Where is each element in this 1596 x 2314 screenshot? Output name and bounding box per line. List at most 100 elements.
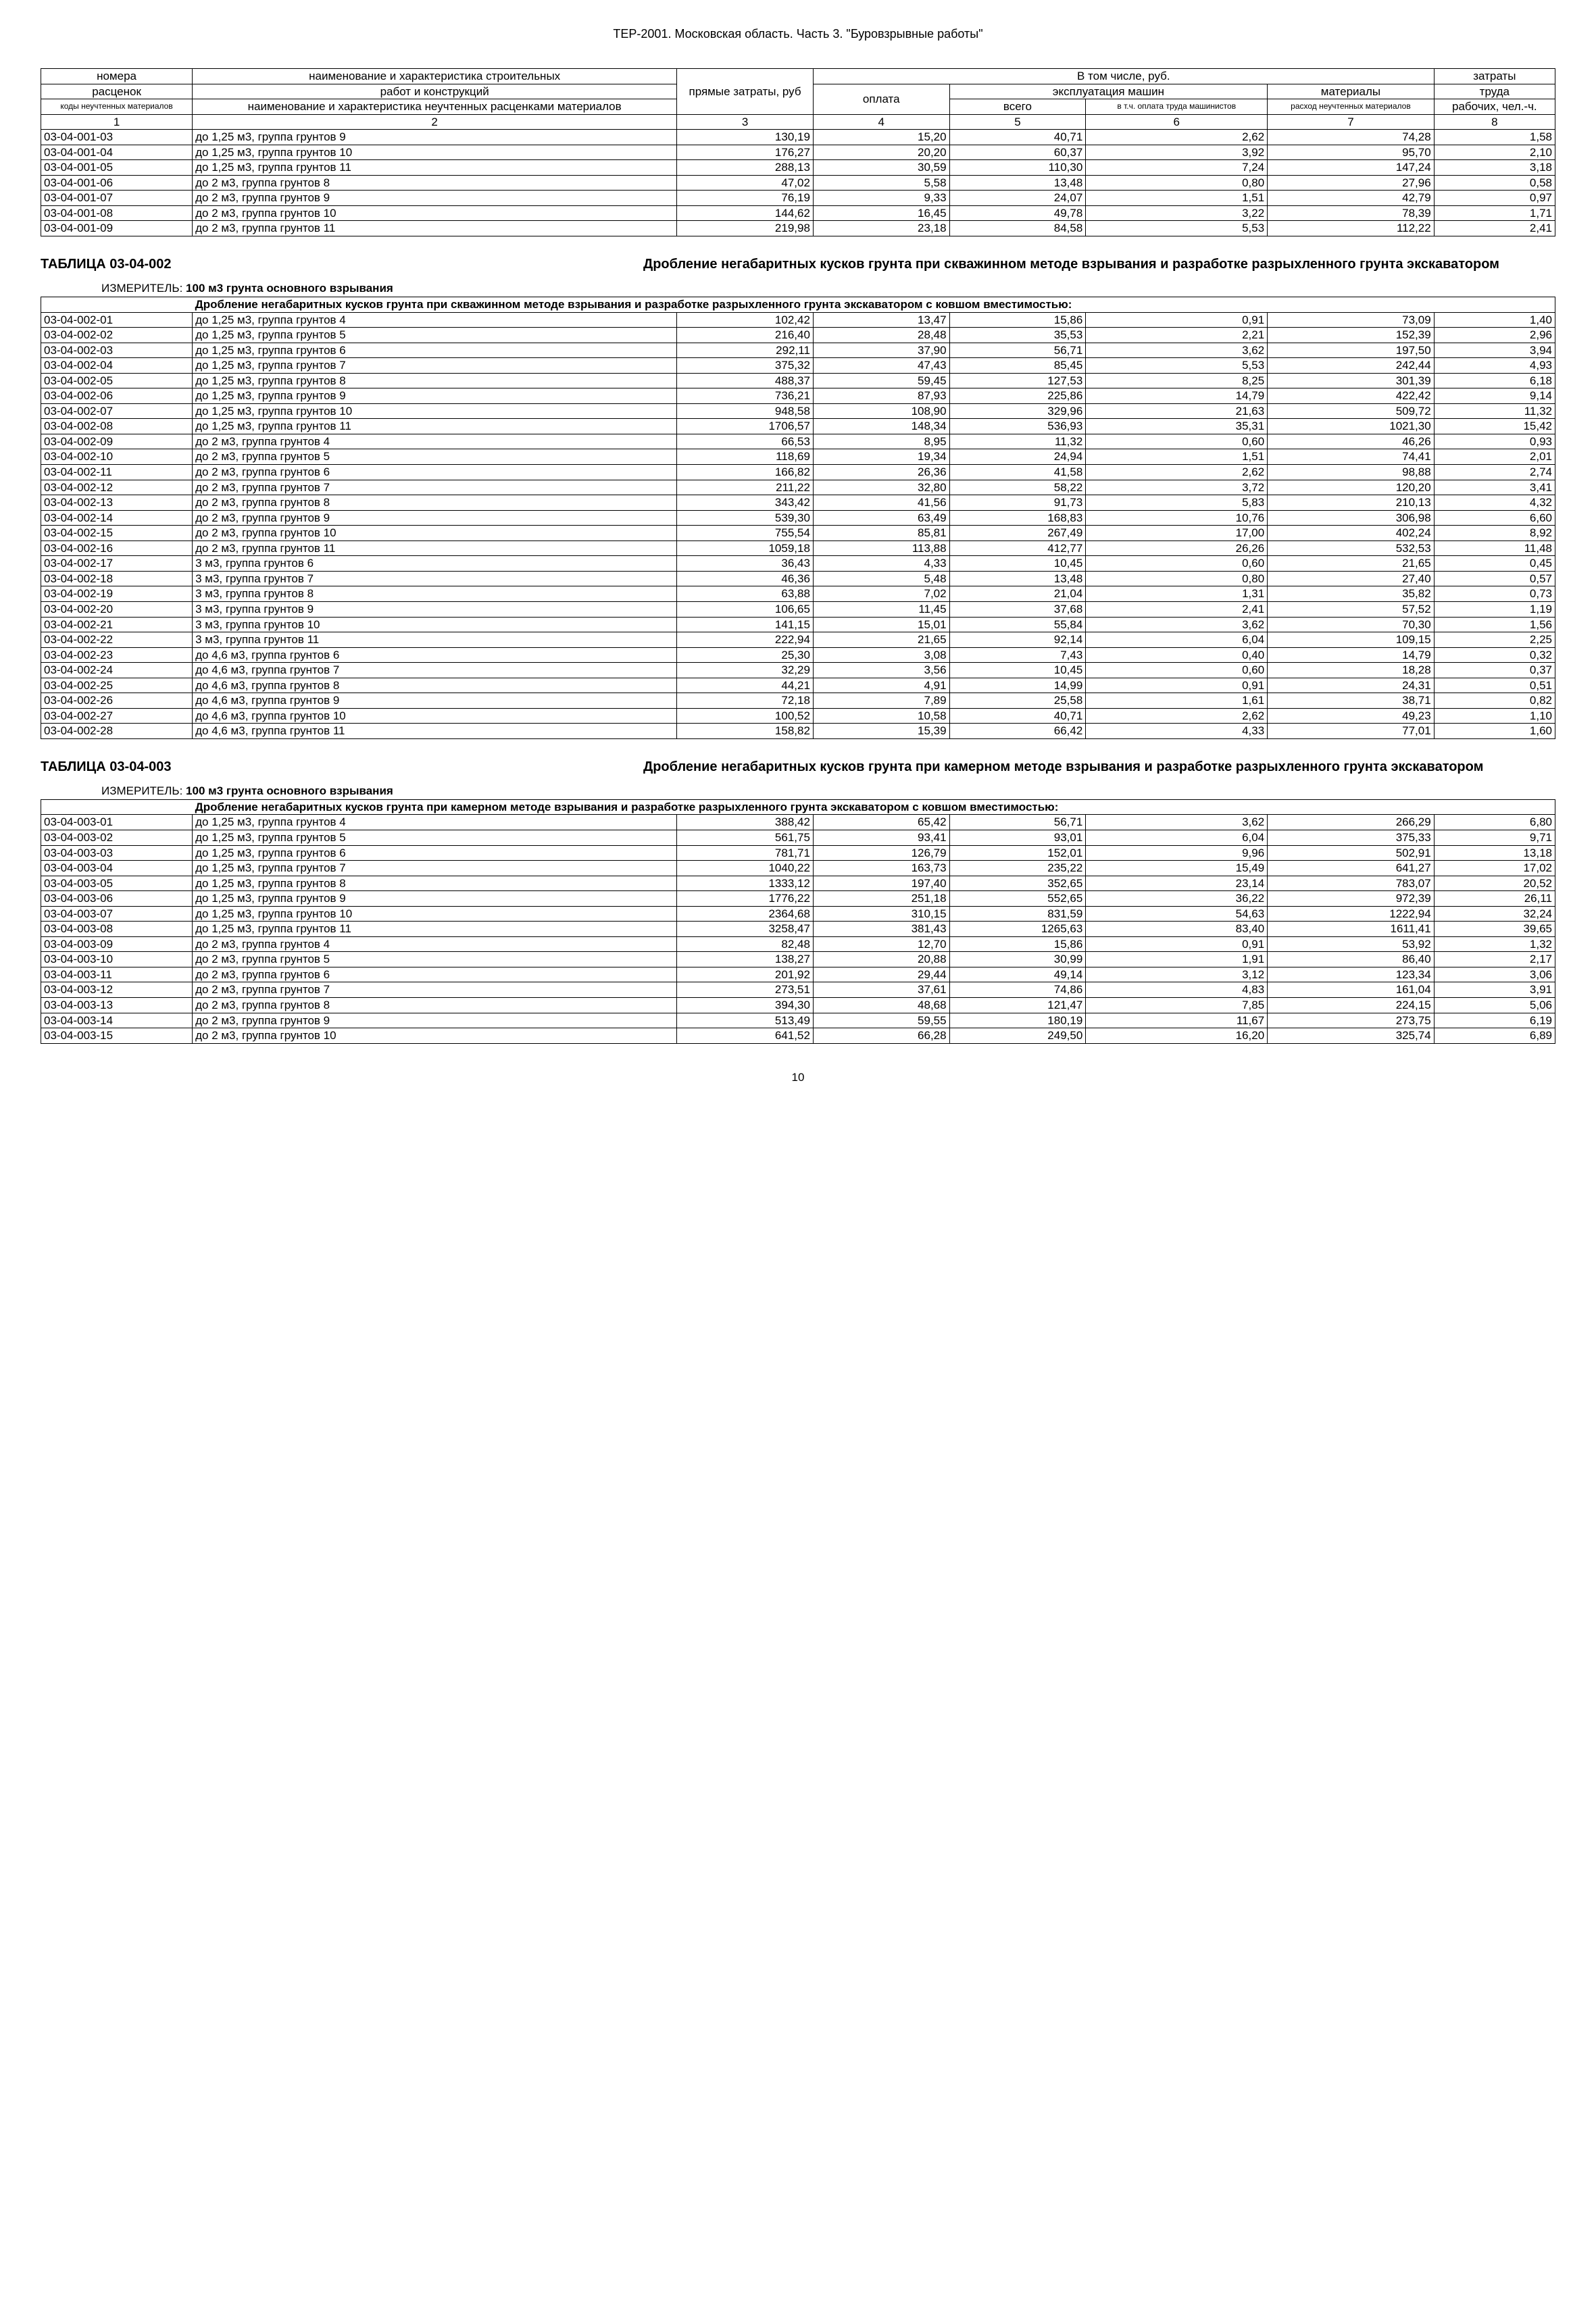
row-value: 0,58 [1434,175,1555,191]
row-code: 03-04-003-12 [41,982,193,998]
row-value: 5,48 [813,571,949,586]
row-value: 0,73 [1434,586,1555,602]
measure-002: ИЗМЕРИТЕЛЬ: 100 м3 грунта основного взры… [101,282,1555,295]
row-value: 641,52 [677,1028,814,1044]
row-value: 3,62 [1086,343,1268,358]
row-value: 48,68 [813,997,949,1013]
hdr-code: номера [41,69,193,84]
row-value: 375,33 [1268,830,1435,845]
row-value: 210,13 [1268,495,1435,511]
row-value: 9,71 [1434,830,1555,845]
row-desc: до 1,25 м3, группа грунтов 9 [193,388,677,404]
row-value: 0,93 [1434,434,1555,449]
row-code: 03-04-003-11 [41,967,193,982]
row-value: 13,48 [949,571,1086,586]
row-value: 3,41 [1434,480,1555,495]
table-row: 03-04-002-01до 1,25 м3, группа грунтов 4… [41,312,1555,328]
row-value: 502,91 [1268,845,1435,861]
row-value: 19,34 [813,449,949,465]
row-value: 5,53 [1086,221,1268,236]
row-value: 106,65 [677,601,814,617]
table-header: номера наименование и характеристика стр… [41,69,1555,130]
row-value: 15,49 [1086,861,1268,876]
table-row: 03-04-003-15до 2 м3, группа грунтов 1064… [41,1028,1555,1044]
row-code: 03-04-002-11 [41,465,193,480]
table-row: 03-04-002-13до 2 м3, группа грунтов 8343… [41,495,1555,511]
row-value: 3,06 [1434,967,1555,982]
row-desc: до 2 м3, группа грунтов 7 [193,480,677,495]
hdr-materials: материалы [1268,84,1435,99]
row-value: 1,56 [1434,617,1555,632]
row-value: 23,18 [813,221,949,236]
row-value: 1,60 [1434,724,1555,739]
row-value: 0,97 [1434,191,1555,206]
row-code: 03-04-002-23 [41,647,193,663]
table-row: 03-04-002-203 м3, группа грунтов 9106,65… [41,601,1555,617]
row-value: 381,43 [813,922,949,937]
table-row: 03-04-003-13до 2 м3, группа грунтов 8394… [41,997,1555,1013]
row-value: 30,59 [813,160,949,176]
row-value: 37,90 [813,343,949,358]
row-value: 488,37 [677,373,814,388]
row-value: 1,61 [1086,693,1268,709]
row-desc: до 1,25 м3, группа грунтов 4 [193,815,677,830]
row-code: 03-04-002-25 [41,678,193,693]
row-value: 1611,41 [1268,922,1435,937]
row-value: 40,71 [949,130,1086,145]
row-value: 44,21 [677,678,814,693]
row-value: 21,65 [1268,556,1435,572]
hdr-manhours: рабочих, чел.-ч. [1434,99,1555,115]
hdr-code3: коды неучтенных материалов [41,99,193,115]
row-value: 49,78 [949,205,1086,221]
row-desc: до 2 м3, группа грунтов 6 [193,465,677,480]
row-value: 60,37 [949,145,1086,160]
table-row: 03-04-002-173 м3, группа грунтов 636,434… [41,556,1555,572]
row-value: 783,07 [1268,876,1435,891]
table-row: 03-04-002-223 м3, группа грунтов 11222,9… [41,632,1555,648]
row-value: 28,48 [813,328,949,343]
row-value: 1,71 [1434,205,1555,221]
row-value: 63,88 [677,586,814,602]
row-code: 03-04-001-04 [41,145,193,160]
row-desc: до 2 м3, группа грунтов 10 [193,526,677,541]
row-desc: до 4,6 м3, группа грунтов 7 [193,663,677,678]
row-value: 47,43 [813,358,949,374]
row-value: 3,62 [1086,617,1268,632]
table-row: 03-04-002-02до 1,25 м3, группа грунтов 5… [41,328,1555,343]
row-code: 03-04-002-12 [41,480,193,495]
row-value: 5,58 [813,175,949,191]
row-desc: до 4,6 м3, группа грунтов 6 [193,647,677,663]
row-value: 3,94 [1434,343,1555,358]
row-value: 42,79 [1268,191,1435,206]
row-value: 12,70 [813,936,949,952]
row-value: 6,89 [1434,1028,1555,1044]
table-row: 03-04-002-08до 1,25 м3, группа грунтов 1… [41,419,1555,434]
row-code: 03-04-002-27 [41,708,193,724]
hdr-name2: работ и конструкций [193,84,677,99]
row-value: 2,74 [1434,465,1555,480]
price-table-3: Дробление негабаритных кусков грунта при… [41,799,1555,1044]
row-value: 641,27 [1268,861,1435,876]
row-code: 03-04-002-17 [41,556,193,572]
row-value: 8,95 [813,434,949,449]
row-code: 03-04-003-08 [41,922,193,937]
row-value: 98,88 [1268,465,1435,480]
row-desc: 3 м3, группа грунтов 10 [193,617,677,632]
row-value: 0,60 [1086,663,1268,678]
row-value: 4,83 [1086,982,1268,998]
row-value: 144,62 [677,205,814,221]
measure-003: ИЗМЕРИТЕЛЬ: 100 м3 грунта основного взры… [101,784,1555,798]
row-value: 3,08 [813,647,949,663]
row-value: 235,22 [949,861,1086,876]
row-value: 85,45 [949,358,1086,374]
row-value: 130,19 [677,130,814,145]
row-value: 1222,94 [1268,906,1435,922]
row-value: 59,55 [813,1013,949,1028]
row-desc: 3 м3, группа грунтов 9 [193,601,677,617]
page-number: 10 [41,1071,1555,1084]
row-value: 1,32 [1434,936,1555,952]
row-desc: до 2 м3, группа грунтов 7 [193,982,677,998]
row-value: 736,21 [677,388,814,404]
table-row: 03-04-002-28до 4,6 м3, группа грунтов 11… [41,724,1555,739]
row-value: 219,98 [677,221,814,236]
